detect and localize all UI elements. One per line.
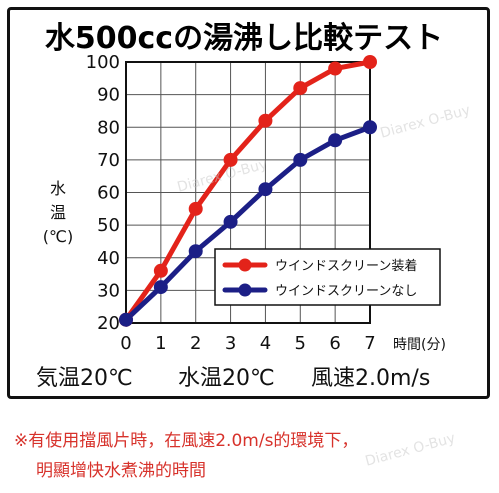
y-tick-label-8: 100	[86, 52, 120, 73]
y-tick-label-3: 50	[97, 215, 120, 236]
y-tick-label-6: 80	[97, 117, 120, 138]
series-1-point-2	[188, 244, 203, 259]
legend-swatch-point-0	[238, 258, 252, 272]
y-tick-label-7: 90	[97, 85, 120, 106]
x-axis-label: 時間(分)	[393, 337, 446, 353]
y-tick-label-2: 40	[97, 248, 120, 269]
legend-label-1: ウインドスクリーンなし	[275, 284, 417, 299]
legend-box	[214, 248, 441, 306]
x-tick-labels: 0 1 2 3 4 5 6 7	[120, 333, 375, 354]
series-1-point-0	[119, 312, 133, 327]
footnote: ※有使用擋風片時，在風速2.0m/s的環境下， 明顯增快水煮沸的時間	[14, 426, 492, 486]
condition-water-temp: 水温20℃	[178, 366, 275, 391]
series-0-point-5	[293, 81, 308, 96]
series-1-point-6	[328, 133, 343, 148]
x-tick-label-7: 7	[364, 333, 375, 354]
x-tick-label-6: 6	[329, 333, 340, 354]
chart-title: 水500ccの湯沸し比較テスト	[45, 21, 443, 56]
series-0-point-4	[258, 113, 273, 128]
series-0-point-1	[153, 263, 168, 278]
condition-wind-speed: 風速2.0m/s	[311, 366, 430, 391]
y-tick-label-0: 20	[97, 313, 120, 334]
y-tick-label-4: 60	[97, 183, 120, 204]
y-tick-label-1: 30	[97, 280, 120, 301]
legend-label-0: ウインドスクリーン装着	[275, 258, 417, 274]
series-0-point-6	[328, 61, 343, 76]
series-1-point-3	[223, 214, 238, 229]
x-tick-label-4: 4	[260, 333, 271, 354]
chart-card: 水500ccの湯沸し比較テスト 20 30 40 50 60 70 80 90 100 0 1 2 3…	[7, 7, 490, 399]
series-1-point-5	[293, 152, 308, 167]
y-axis-label-line-1: 温	[50, 203, 66, 222]
condition-air-temp: 気温20℃	[36, 366, 133, 391]
x-tick-label-3: 3	[225, 333, 236, 354]
x-tick-label-1: 1	[155, 333, 166, 354]
footnote-line-2: 明顯增快水煮沸的時間	[36, 461, 206, 481]
y-axis-label-line-2: (℃)	[43, 227, 73, 246]
x-tick-label-2: 2	[190, 333, 201, 354]
footnote-line-1: ※有使用擋風片時，在風速2.0m/s的環境下，	[14, 431, 359, 451]
series-1-point-7	[363, 120, 377, 135]
series-points	[119, 55, 377, 327]
y-tick-labels: 20 30 40 50 60 70 80 90 100	[86, 52, 120, 334]
series-0-point-3	[223, 152, 238, 167]
legend-swatch-point-1	[238, 283, 252, 297]
series-1-point-1	[153, 280, 168, 295]
series-0-point-7	[363, 55, 377, 69]
y-tick-label-5: 70	[97, 150, 120, 171]
series-1-point-4	[258, 182, 273, 197]
axes	[125, 61, 371, 324]
plot-frame	[125, 61, 371, 324]
x-tick-label-5: 5	[295, 333, 306, 354]
y-axis-label-line-0: 水	[50, 179, 66, 198]
y-axis-label: 水温 (℃)	[43, 179, 73, 246]
series-0-point-2	[188, 201, 203, 216]
chart: 水500ccの湯沸し比較テスト 20 30 40 50 60 70 80 90 100 0 1 2 3…	[36, 21, 446, 391]
x-tick-label-0: 0	[120, 333, 131, 354]
